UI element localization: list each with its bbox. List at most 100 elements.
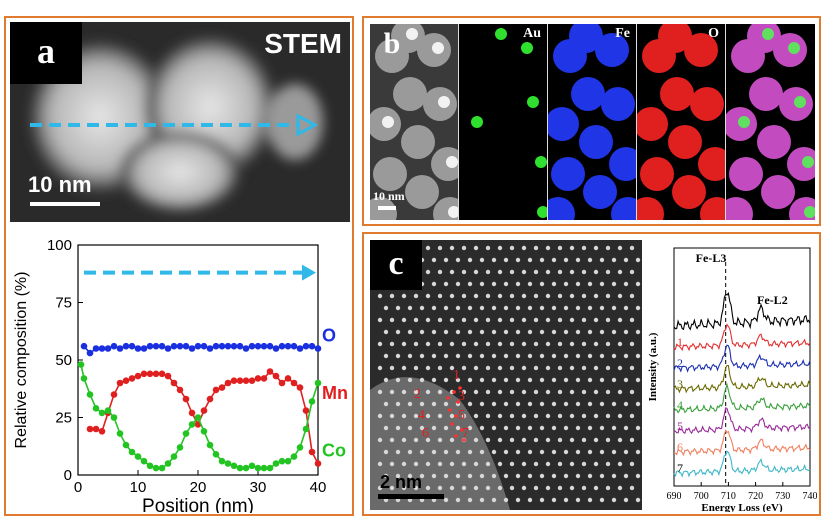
lattice-atom bbox=[449, 341, 455, 347]
lattice-atom bbox=[623, 257, 629, 263]
lattice-atom bbox=[515, 329, 521, 335]
lattice-atom bbox=[539, 497, 545, 503]
lattice-atom bbox=[431, 473, 437, 479]
lattice-atom bbox=[599, 353, 605, 359]
lattice-atom bbox=[503, 281, 509, 287]
lattice-atom bbox=[557, 461, 563, 467]
lattice-atom bbox=[593, 293, 599, 299]
lattice-atom bbox=[629, 269, 635, 275]
spectrum-label-1: 1 bbox=[677, 335, 683, 349]
lattice-atom bbox=[623, 401, 629, 407]
o-particle-5 bbox=[668, 125, 702, 159]
lattice-atom bbox=[545, 269, 551, 275]
lattice-atom bbox=[473, 317, 479, 323]
lattice-atom bbox=[521, 269, 527, 275]
lattice-atom bbox=[527, 497, 533, 503]
spectrum-label-2: 2 bbox=[677, 356, 683, 370]
lattice-atom bbox=[509, 341, 515, 347]
lattice-atom bbox=[437, 245, 443, 251]
lattice-atom bbox=[593, 269, 599, 275]
stem-image: a STEM 10 nm bbox=[10, 22, 350, 222]
point-co-23 bbox=[212, 451, 220, 458]
lattice-atom bbox=[623, 449, 629, 455]
lattice-atom bbox=[473, 269, 479, 275]
lattice-atom bbox=[593, 437, 599, 443]
eels-y-axis-label: Intensity (a.u.) bbox=[647, 332, 659, 401]
lattice-atom bbox=[635, 353, 641, 359]
point-co-5 bbox=[104, 407, 112, 414]
lattice-atom bbox=[605, 341, 611, 347]
lattice-atom bbox=[539, 329, 545, 335]
lattice-atom bbox=[467, 377, 473, 383]
lattice-atom bbox=[545, 485, 551, 491]
au-dot-1 bbox=[521, 42, 533, 54]
y-tick-label-0: 0 bbox=[64, 467, 72, 484]
lattice-atom bbox=[377, 437, 383, 443]
lattice-atom bbox=[563, 497, 569, 503]
eds-map-strip: b 10 nm Au Fe O bbox=[370, 24, 815, 220]
lattice-atom bbox=[479, 497, 485, 503]
lattice-atom bbox=[497, 269, 503, 275]
lattice-atom bbox=[425, 389, 431, 395]
eels-spectrum-0 bbox=[673, 292, 811, 331]
lattice-atom bbox=[533, 437, 539, 443]
point-o-15 bbox=[170, 342, 178, 350]
lattice-atom bbox=[551, 425, 557, 431]
point-co-6 bbox=[110, 414, 118, 421]
point-co-32 bbox=[266, 464, 274, 472]
lattice-atom bbox=[569, 341, 575, 347]
point-o-30 bbox=[260, 342, 268, 350]
lattice-atom bbox=[563, 473, 569, 479]
lattice-atom bbox=[479, 425, 485, 431]
lattice-atom bbox=[617, 341, 623, 347]
lattice-atom bbox=[425, 461, 431, 467]
lattice-atom bbox=[551, 377, 557, 383]
lattice-atom bbox=[533, 341, 539, 347]
point-o-24 bbox=[224, 342, 232, 350]
lattice-atom bbox=[461, 317, 467, 323]
point-co-30 bbox=[254, 464, 262, 472]
lattice-atom bbox=[527, 329, 533, 335]
lattice-atom bbox=[533, 485, 539, 491]
au-channel-label: Au bbox=[523, 26, 541, 41]
point-o-33 bbox=[278, 342, 286, 350]
y-axis-label: Relative composition (%) bbox=[13, 272, 30, 449]
lattice-atom bbox=[407, 329, 413, 335]
lattice-atom bbox=[635, 449, 641, 455]
lattice-atom bbox=[611, 425, 617, 431]
lattice-atom bbox=[467, 425, 473, 431]
lattice-atom bbox=[491, 281, 497, 287]
lattice-atom bbox=[635, 497, 641, 503]
lattice-atom bbox=[527, 449, 533, 455]
lattice-atom bbox=[611, 401, 617, 407]
lattice-atom bbox=[425, 269, 431, 275]
point-o-31 bbox=[266, 342, 274, 350]
lattice-atom bbox=[497, 461, 503, 467]
plot-frame bbox=[77, 244, 319, 476]
lattice-atom bbox=[449, 437, 455, 443]
panel-c: c 2 nm 1 2 3 4 5 6 7 690 700 710 720 730 740 E… bbox=[362, 232, 821, 516]
o-particle-11 bbox=[658, 24, 692, 53]
legend-mn: Mn bbox=[322, 383, 348, 403]
lattice-atom bbox=[479, 401, 485, 407]
point-o-16 bbox=[176, 342, 184, 350]
haadf-au-core-9 bbox=[448, 206, 458, 218]
lattice-atom bbox=[617, 437, 623, 443]
lattice-atom bbox=[473, 365, 479, 371]
point-o-17 bbox=[182, 342, 190, 350]
point-o-1 bbox=[86, 349, 94, 357]
hrtem-scale-bar bbox=[378, 494, 444, 499]
lattice-atom bbox=[455, 497, 461, 503]
point-mn-11 bbox=[152, 370, 160, 378]
point-o-12 bbox=[152, 342, 160, 350]
lattice-atom bbox=[545, 437, 551, 443]
peak-label-l3: Fe-L3 bbox=[696, 251, 727, 265]
point-mn-21 bbox=[212, 386, 220, 394]
point-co-27 bbox=[236, 464, 244, 472]
lattice-atom bbox=[455, 257, 461, 263]
lattice-atom bbox=[449, 269, 455, 275]
point-co-2 bbox=[86, 391, 94, 398]
lattice-atom bbox=[581, 341, 587, 347]
lattice-atom bbox=[533, 365, 539, 371]
probe-point-5 bbox=[454, 414, 458, 418]
